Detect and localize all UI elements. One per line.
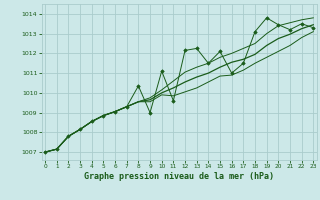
X-axis label: Graphe pression niveau de la mer (hPa): Graphe pression niveau de la mer (hPa) bbox=[84, 172, 274, 181]
